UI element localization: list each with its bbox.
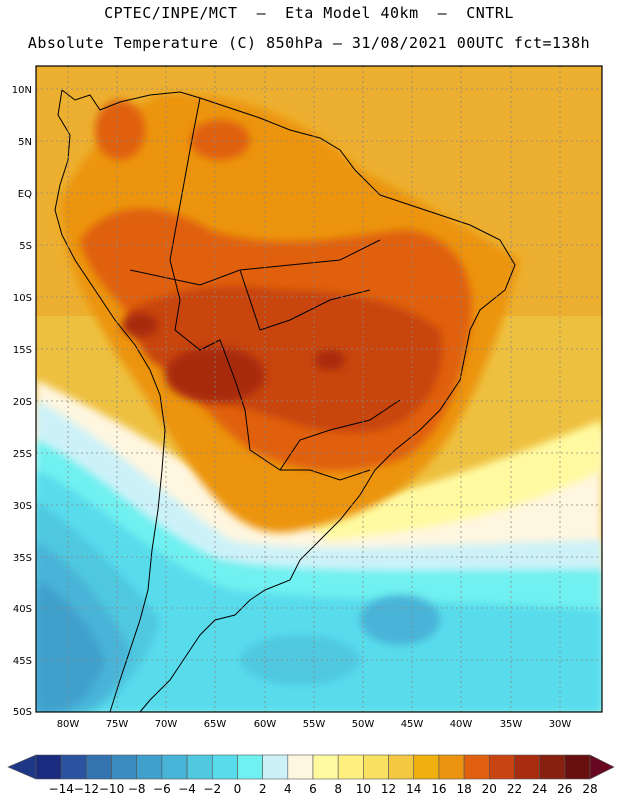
field-land-hottest-1 <box>165 347 265 403</box>
lat-label: 30S <box>13 501 32 512</box>
lat-label: EQ <box>18 189 32 200</box>
field-blue-dark <box>36 580 105 712</box>
temperature-field <box>36 66 602 712</box>
lon-label: 75W <box>106 719 129 730</box>
colorbar-label: 0 <box>234 782 242 796</box>
lat-label: 45S <box>13 656 32 667</box>
colorbar-swatch <box>186 754 213 780</box>
colorbar-label: −10 <box>99 782 124 796</box>
colorbar-label: 16 <box>431 782 446 796</box>
colorbar-swatch <box>237 754 263 780</box>
field-land-hottest-3 <box>315 350 345 370</box>
colorbar-label: 22 <box>507 782 522 796</box>
coastline-south-america <box>61 89 516 713</box>
colorbar-label: 10 <box>356 782 371 796</box>
colorbar-swatch <box>86 754 112 780</box>
lon-label: 65W <box>204 719 227 730</box>
colorbar-label: −12 <box>74 782 99 796</box>
lon-label: 50W <box>352 719 375 730</box>
colorbar-arrow-high <box>589 754 615 780</box>
lat-label: 5S <box>19 241 32 252</box>
border-interior-3 <box>279 399 401 471</box>
latitude-axis: 10N 5N EQ 5S 10S 15S 20S 25S 30S 35S 40S… <box>12 85 32 718</box>
lon-label: 55W <box>303 719 326 730</box>
colorbar-label: −2 <box>203 782 221 796</box>
colorbar-swatch <box>111 754 138 780</box>
colorbar-swatch <box>262 754 289 780</box>
gridlines <box>36 66 602 712</box>
lon-label: 60W <box>254 719 277 730</box>
lat-label: 40S <box>13 604 32 615</box>
field-land-hottest-2 <box>122 313 158 337</box>
colorbar-swatch <box>161 754 188 780</box>
colorbar-swatch <box>287 754 314 780</box>
colorbar-label: 8 <box>334 782 342 796</box>
colorbar-label: 14 <box>406 782 421 796</box>
lat-label: 50S <box>13 707 32 718</box>
colorbar-swatch <box>211 754 238 780</box>
title-line-1: CPTEC/INPE/MCT – Eta Model 40km – CNTRL <box>104 4 514 22</box>
colorbar-swatch <box>363 754 389 780</box>
colorbar-swatch <box>488 754 515 780</box>
lon-label: 45W <box>401 719 424 730</box>
field-teal-band <box>36 470 602 712</box>
lat-label: 10N <box>12 85 32 96</box>
colorbar-swatch <box>136 754 163 780</box>
colorbar-arrow-low <box>7 754 37 780</box>
coastlines <box>54 89 516 713</box>
colorbar-swatch <box>35 754 62 780</box>
lon-label: 80W <box>57 719 80 730</box>
colorbar-swatch <box>413 754 440 780</box>
field-north-hot <box>95 100 145 160</box>
colorbar-swatch <box>564 754 591 780</box>
colorbar-label: −8 <box>128 782 146 796</box>
field-blue-patch-east <box>360 595 440 645</box>
lat-label: 35S <box>13 553 32 564</box>
colorbar-label: 20 <box>482 782 497 796</box>
colorbar-swatch <box>312 754 339 780</box>
lat-label: 20S <box>13 397 32 408</box>
lat-label: 5N <box>18 137 32 148</box>
lon-label: 35W <box>500 719 523 730</box>
lon-label: 30W <box>549 719 572 730</box>
colorbar-swatch <box>514 754 540 780</box>
field-pale-yellow-band <box>300 420 602 540</box>
colorbar-label: 28 <box>582 782 597 796</box>
longitude-axis: 80W 75W 70W 65W 60W 55W 50W 45W 40W 35W … <box>57 719 572 730</box>
lon-label: 70W <box>155 719 178 730</box>
plot-frame <box>35 65 603 713</box>
lon-label: 40W <box>450 719 473 730</box>
colorbar-label: 4 <box>284 782 292 796</box>
colorbar-swatch <box>388 754 415 780</box>
colorbar-label: 2 <box>259 782 267 796</box>
lat-label: 10S <box>13 293 32 304</box>
colorbar-swatch <box>60 754 87 780</box>
title-line-2: Absolute Temperature (C) 850hPa – 31/08/… <box>27 34 591 52</box>
colorbar-label: −14 <box>49 782 74 796</box>
colorbar-label: 6 <box>309 782 317 796</box>
border-interior-2 <box>239 269 371 331</box>
field-land-hotter <box>129 286 442 433</box>
colorbar-label: 12 <box>381 782 396 796</box>
colorbar-label: 18 <box>456 782 471 796</box>
colorbar-label: −4 <box>178 782 196 796</box>
colorbar-label: 26 <box>557 782 572 796</box>
lat-label: 15S <box>13 345 32 356</box>
colorbar-label: 24 <box>532 782 547 796</box>
colorbar-swatch <box>463 754 490 780</box>
colorbar-swatch <box>539 754 566 780</box>
colorbar-swatch <box>438 754 465 780</box>
field-blue-patch-south <box>240 635 360 685</box>
coastline-pacific <box>54 89 166 713</box>
colorbar-label: −6 <box>153 782 171 796</box>
colorbar: −14 −12 −10 −8 −6 −4 −2 0 2 4 6 8 10 12 14 16 18 20 22 24 26… <box>7 754 615 796</box>
colorbar-swatch <box>337 754 364 780</box>
border-brazil-west <box>169 97 371 481</box>
lat-label: 25S <box>13 449 32 460</box>
field-north-hot-2 <box>190 120 250 160</box>
